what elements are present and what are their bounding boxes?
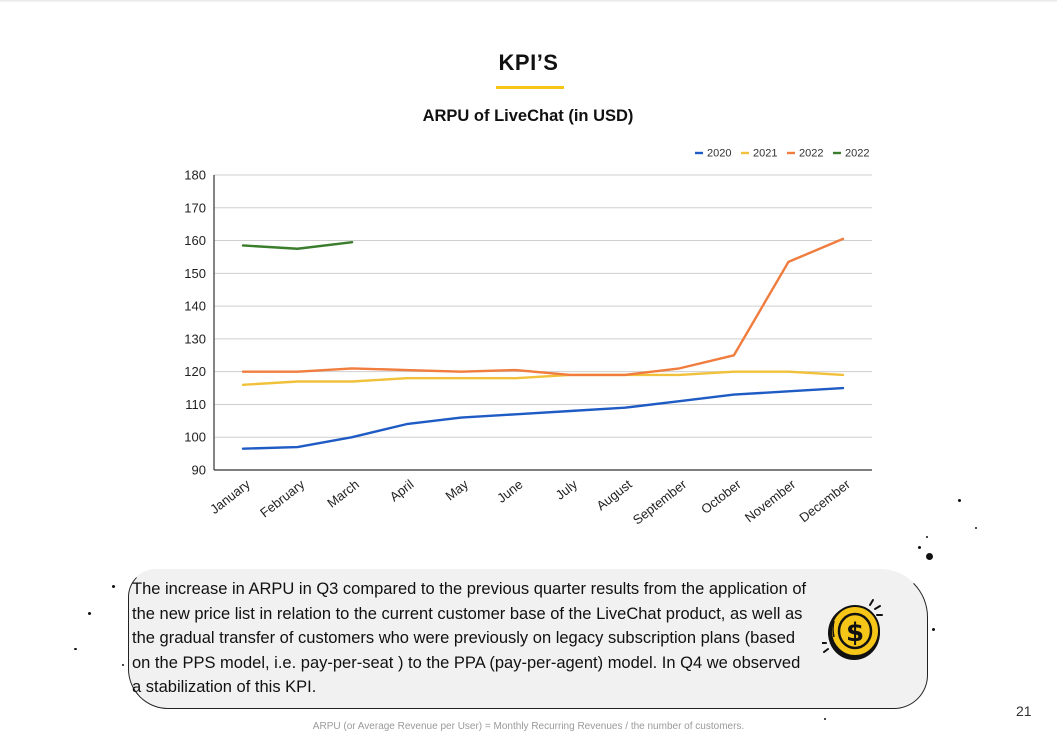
- footnote-text: ARPU (or Average Revenue per User) = Mon…: [312, 721, 745, 732]
- x-tick-label: January: [207, 476, 253, 517]
- x-tick-label: May: [442, 476, 471, 503]
- x-tick-label: September: [630, 476, 690, 527]
- y-tick-label: 140: [184, 299, 206, 314]
- x-tick-label: July: [553, 476, 581, 502]
- y-tick-label: 130: [184, 331, 206, 346]
- top-rule: [0, 0, 1057, 2]
- page-title: KPI’S: [498, 50, 559, 75]
- series-line-2022-2: [241, 237, 845, 377]
- decor-dot: [958, 499, 961, 502]
- x-tick-label: June: [494, 477, 525, 506]
- chart-series: [241, 237, 845, 450]
- y-tick-label: 90: [192, 463, 206, 478]
- chart-title: ARPU of LiveChat (in USD): [423, 107, 634, 125]
- y-tick-label: 170: [184, 200, 206, 215]
- decor-dot: [975, 527, 977, 529]
- y-tick-label: 150: [184, 266, 206, 281]
- description-text: The increase in ARPU in Q3 compared to t…: [132, 580, 807, 696]
- y-axis-ticks: 90 100 110 120 130 140 150 160 170 180: [184, 168, 206, 478]
- y-tick-label: 180: [184, 168, 206, 183]
- legend-label: 2020: [707, 148, 731, 160]
- description-box: [128, 569, 928, 709]
- chart-grid: [213, 174, 872, 471]
- x-tick-label: October: [698, 476, 744, 517]
- x-axis-ticks: January February March April May June July Augu…: [207, 476, 853, 527]
- x-tick-label: March: [324, 477, 362, 511]
- decor-dot: [926, 536, 928, 538]
- x-tick-label: August: [594, 476, 635, 513]
- legend-label: 2021: [753, 148, 777, 160]
- series-line-2022-3: [241, 240, 354, 250]
- y-tick-label: 100: [184, 430, 206, 445]
- y-tick-label: 110: [185, 397, 206, 412]
- y-tick-label: 120: [184, 364, 206, 379]
- decor-dot: [918, 546, 921, 549]
- decor-dot: [88, 612, 91, 615]
- title-underline: [496, 86, 564, 89]
- x-tick-label: December: [796, 476, 853, 525]
- arpu-line-chart: ARPU of LiveChat (in USD) 90 100 110 120 130…: [184, 107, 872, 528]
- chart-legend: 2020 2021 2022 2022: [695, 148, 869, 160]
- decor-dot: [74, 648, 77, 650]
- x-tick-label: November: [742, 476, 799, 525]
- x-tick-label: February: [257, 476, 308, 520]
- decor-dot: [112, 585, 115, 588]
- footnote: ARPU (or Average Revenue per User) = Mon…: [0, 721, 1057, 732]
- series-line-2021-1: [241, 370, 845, 386]
- dollar-coin-icon: $: [822, 599, 883, 660]
- decor-dot: [824, 718, 826, 720]
- decor-dot: [932, 628, 935, 631]
- legend-label: 2022: [845, 148, 869, 160]
- legend-label: 2022: [799, 148, 823, 160]
- decor-dot: [122, 664, 124, 666]
- decor-dot: [926, 553, 933, 560]
- series-line-2020-0: [241, 386, 845, 450]
- x-tick-label: April: [387, 476, 417, 504]
- y-tick-label: 160: [184, 233, 206, 248]
- svg-text:$: $: [846, 618, 864, 648]
- page-number: 21: [1016, 703, 1032, 719]
